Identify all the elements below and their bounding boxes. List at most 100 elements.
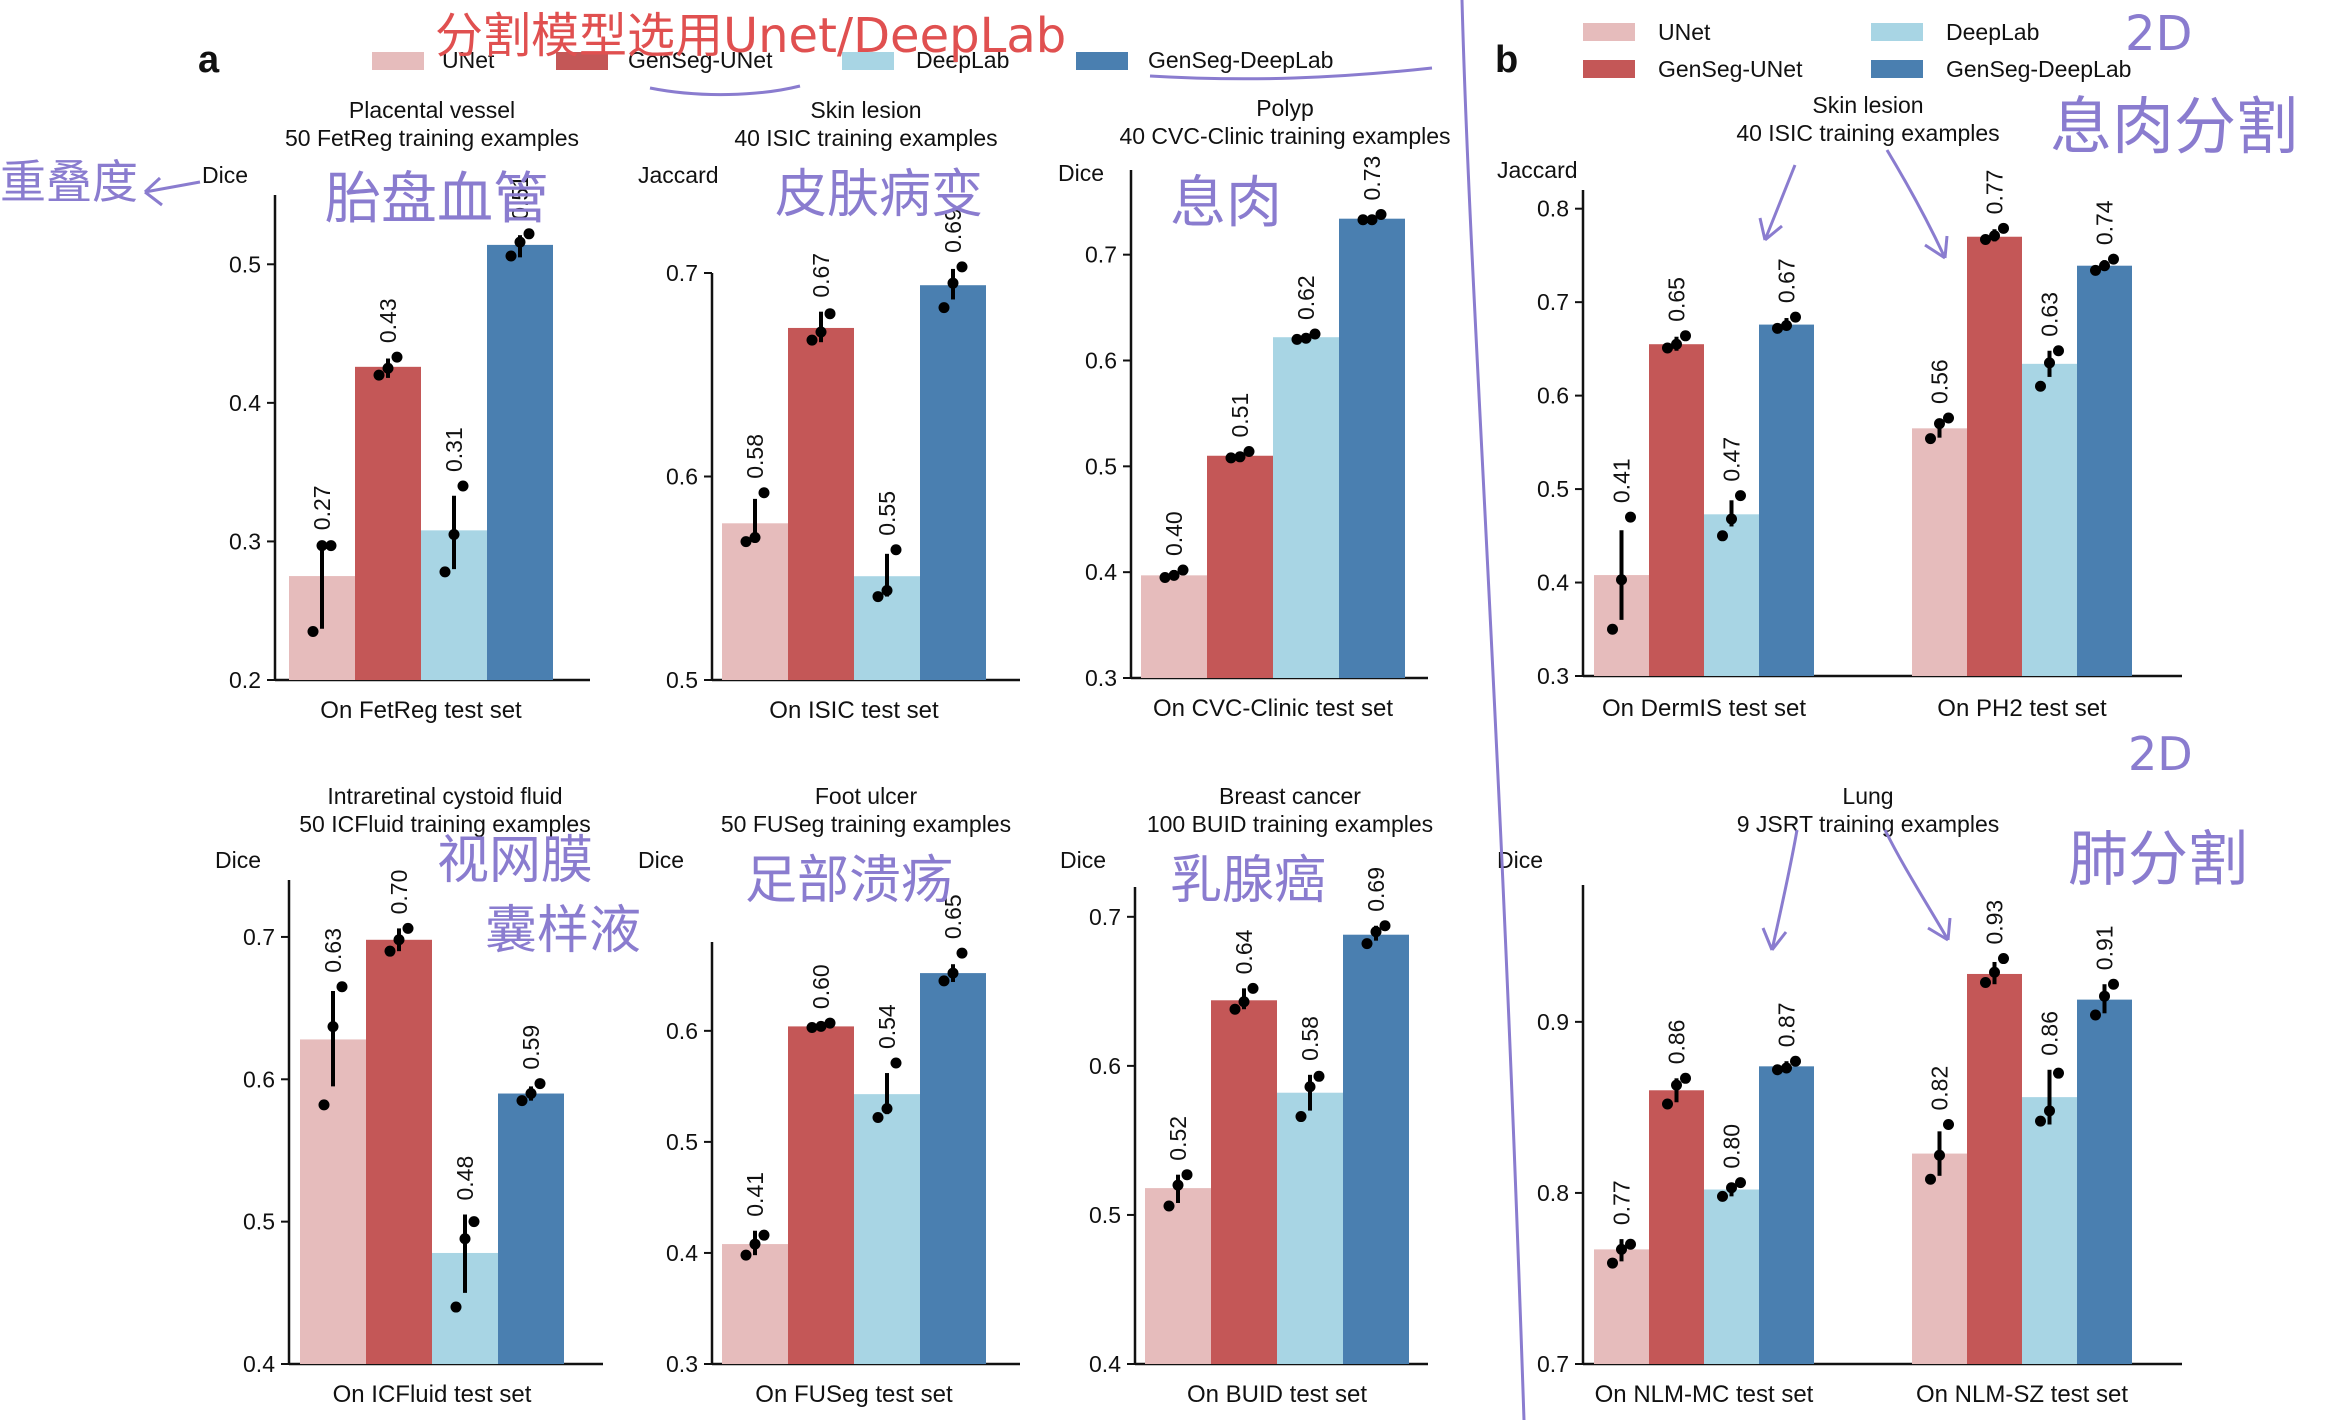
bar-unet <box>1912 428 1967 676</box>
chart-title: Skin lesion <box>1812 92 1923 118</box>
annotation-dice-meaning: 重叠度 <box>0 155 138 209</box>
y-tick-label: 0.5 <box>229 251 261 277</box>
data-point <box>1243 446 1255 458</box>
data-point <box>1943 1119 1954 1130</box>
value-label: 0.40 <box>1161 511 1187 556</box>
y-tick-label: 0.5 <box>1537 476 1569 502</box>
data-point <box>1304 1081 1316 1093</box>
value-label: 0.56 <box>1927 359 1953 404</box>
value-label: 0.74 <box>2092 200 2118 245</box>
y-tick-label: 0.6 <box>666 464 698 490</box>
bar-genseg-deeplab <box>1759 1066 1814 1364</box>
bar-genseg-unet <box>1967 236 2022 676</box>
bar-genseg-deeplab <box>2077 265 2132 676</box>
data-point <box>1772 1064 1783 1076</box>
value-label: 0.41 <box>1609 458 1635 503</box>
annotation-underline-2 <box>1149 66 1433 81</box>
data-point <box>1181 1169 1193 1181</box>
bar-deeplab <box>2022 363 2077 676</box>
data-point <box>1662 342 1673 354</box>
data-point <box>740 536 752 548</box>
data-point <box>1313 1070 1325 1082</box>
bar-unet <box>722 523 788 680</box>
x-axis-label: On BUID test set <box>1187 1381 1367 1408</box>
legend-a: UNet GenSeg-UNet DeepLab GenSeg-DeepLab <box>372 47 1333 73</box>
legend-a-label-genseg-deeplab: GenSeg-DeepLab <box>1148 47 1333 73</box>
x-axis-label: On CVC-Clinic test set <box>1153 695 1393 722</box>
y-tick-label: 0.8 <box>1537 196 1569 222</box>
bar-deeplab <box>1273 337 1339 678</box>
value-label: 0.48 <box>452 1156 478 1201</box>
chart-title: Breast cancer <box>1219 783 1361 809</box>
value-label: 0.52 <box>1165 1116 1191 1161</box>
data-point <box>1680 330 1691 342</box>
value-label: 0.63 <box>320 928 346 973</box>
data-point <box>534 1078 546 1090</box>
annotation-polyp: 息肉 <box>1170 171 1282 236</box>
value-label: 0.55 <box>874 491 900 536</box>
data-point <box>316 540 328 552</box>
x-axis-label: On FUSeg test set <box>755 1381 953 1408</box>
y-tick-label: 0.3 <box>666 1351 698 1377</box>
value-label: 0.67 <box>808 253 834 298</box>
bar-genseg-unet <box>366 939 432 1364</box>
data-point <box>505 250 517 262</box>
data-point <box>890 544 902 556</box>
y-tick-label: 0.6 <box>1085 348 1117 374</box>
legend-a-swatch-genseg-deeplab <box>1076 52 1128 70</box>
legend-a-label-unet: UNet <box>442 47 495 73</box>
value-label: 0.73 <box>1359 156 1385 201</box>
annotation-foot: 足部溃疡 <box>745 851 953 911</box>
value-label: 0.51 <box>1227 393 1253 438</box>
data-point <box>749 532 761 544</box>
value-label: 0.59 <box>518 1025 544 1070</box>
data-point <box>824 1017 836 1029</box>
data-point <box>1998 953 2009 965</box>
data-point <box>1989 966 2000 978</box>
data-point <box>2108 253 2119 265</box>
data-point <box>1607 1257 1618 1269</box>
value-label: 0.65 <box>940 894 966 939</box>
data-point <box>1225 452 1237 464</box>
y-axis-label: Dice <box>202 162 248 188</box>
data-point <box>2090 1009 2101 1021</box>
data-point <box>1726 1182 1737 1194</box>
data-point <box>872 591 884 603</box>
legend-a-swatch-genseg-unet <box>556 52 608 70</box>
data-point <box>938 302 950 314</box>
value-label: 0.70 <box>386 870 412 915</box>
data-point <box>1361 938 1373 950</box>
value-label: 0.41 <box>742 1172 768 1217</box>
y-tick-label: 0.4 <box>1085 559 1117 585</box>
chart-subtitle: 50 ICFluid training examples <box>299 811 590 837</box>
bar-unet <box>300 1039 366 1364</box>
data-point <box>1790 311 1801 323</box>
data-point <box>2053 345 2064 357</box>
y-tick-label: 0.3 <box>1537 663 1569 689</box>
y-tick-label: 0.4 <box>229 390 261 416</box>
bar-genseg-unet <box>1211 1000 1277 1364</box>
data-point <box>1781 1062 1792 1074</box>
data-point <box>393 934 405 946</box>
y-axis-label: Jaccard <box>638 162 719 188</box>
y-tick-label: 0.6 <box>666 1018 698 1044</box>
bar-genseg-unet <box>1649 1090 1704 1364</box>
data-point <box>1616 574 1627 586</box>
data-point <box>1790 1055 1801 1067</box>
data-point <box>947 967 959 979</box>
data-point <box>1309 328 1321 340</box>
value-label: 0.87 <box>1774 1002 1800 1047</box>
data-point <box>1159 571 1171 583</box>
y-tick-label: 0.2 <box>229 667 261 693</box>
data-point <box>1781 320 1792 332</box>
data-point <box>1934 418 1945 430</box>
legend-a-label-deeplab: DeepLab <box>916 47 1009 73</box>
data-point <box>1168 569 1180 581</box>
value-label: 0.80 <box>1719 1124 1745 1169</box>
data-point <box>881 1103 893 1115</box>
data-point <box>1234 451 1246 463</box>
data-point <box>1625 1238 1636 1250</box>
data-point <box>1607 623 1618 635</box>
bar-unet <box>1141 575 1207 678</box>
